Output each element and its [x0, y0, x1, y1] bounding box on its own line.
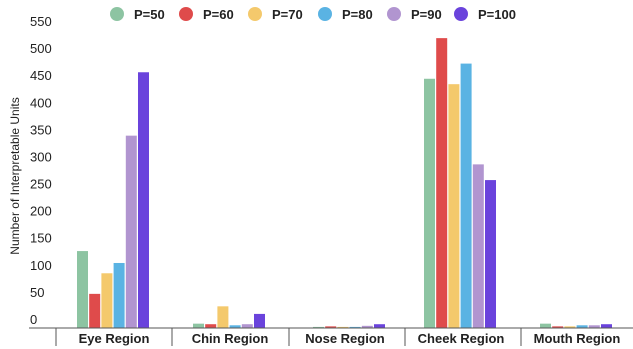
- legend-label-p-80: P=80: [342, 7, 373, 22]
- bar-nose-region-p-50: [313, 326, 324, 328]
- bar-mouth-region-p-60: [552, 326, 564, 328]
- legend-label-p-70: P=70: [272, 7, 303, 22]
- legend-label-p-90: P=90: [411, 7, 442, 22]
- y-axis-title: Number of Interpretable Units: [8, 97, 22, 254]
- y-tick-label-350: 350: [30, 122, 52, 137]
- category-separators: [55, 328, 522, 346]
- y-tick-label-250: 250: [30, 177, 52, 192]
- y-tick-label-400: 400: [30, 95, 52, 110]
- y-tick-label-200: 200: [30, 204, 52, 219]
- x-tick-label-mouth-region: Mouth Region: [534, 331, 621, 346]
- bars: [77, 38, 612, 329]
- y-tick-label-150: 150: [30, 231, 52, 246]
- y-tick-label-100: 100: [30, 258, 52, 273]
- legend-label-p-100: P=100: [478, 7, 516, 22]
- y-tick-label-550: 550: [30, 14, 52, 29]
- y-tick-label-300: 300: [30, 149, 52, 164]
- bar-nose-region-p-60: [325, 326, 337, 328]
- x-tick-label-cheek-region: Cheek Region: [418, 331, 505, 346]
- legend-label-p-50: P=50: [134, 7, 165, 22]
- y-tick-label-50: 50: [30, 285, 44, 300]
- bar-chin-region-p-90: [241, 324, 253, 328]
- legend-marker-p-80: [318, 7, 332, 21]
- y-tick-label-500: 500: [30, 41, 52, 56]
- legend-marker-p-100: [454, 7, 468, 21]
- bar-mouth-region-p-70: [564, 326, 576, 328]
- bar-cheek-region-p-90: [472, 164, 484, 328]
- bar-eye-region-p-60: [89, 293, 101, 328]
- legend-marker-p-50: [110, 7, 124, 21]
- x-tick-label-chin-region: Chin Region: [192, 331, 269, 346]
- bar-eye-region-p-80: [113, 262, 125, 328]
- legend-marker-p-60: [179, 7, 193, 21]
- legend-label-p-60: P=60: [203, 7, 234, 22]
- legend-marker-p-90: [387, 7, 401, 21]
- bar-cheek-region-p-80: [460, 63, 472, 329]
- bar-mouth-region-p-80: [576, 325, 588, 328]
- bar-cheek-region-p-50: [424, 78, 435, 328]
- bar-mouth-region-p-100: [601, 324, 612, 328]
- bar-eye-region-p-70: [101, 273, 113, 328]
- x-axis-labels: Eye Region Chin Region Nose Region Cheek Re…: [79, 331, 621, 346]
- bar-chin-region-p-50: [193, 323, 204, 328]
- x-tick-label-nose-region: Nose Region: [305, 331, 385, 346]
- y-axis-ticks: 0 50 100 150 200 250 300 350 400 450 500 550: [30, 14, 52, 327]
- bar-nose-region-p-80: [349, 326, 361, 328]
- bar-chin-region-p-80: [229, 325, 241, 328]
- bar-cheek-region-p-60: [436, 38, 448, 329]
- bar-cheek-region-p-70: [448, 84, 460, 328]
- bar-cheek-region-p-100: [485, 180, 496, 328]
- chart-legend: P=50 P=60 P=70 P=80 P=90 P=100: [110, 7, 516, 22]
- bar-chin-region-p-100: [254, 313, 265, 328]
- y-tick-label-450: 450: [30, 68, 52, 83]
- bar-eye-region-p-90: [125, 135, 137, 328]
- legend-marker-p-70: [248, 7, 262, 21]
- bar-nose-region-p-100: [374, 324, 385, 328]
- bar-mouth-region-p-90: [588, 325, 600, 328]
- bar-nose-region-p-70: [337, 326, 349, 328]
- bar-chin-region-p-70: [217, 306, 229, 328]
- bar-nose-region-p-90: [361, 325, 373, 328]
- bar-mouth-region-p-50: [540, 323, 551, 328]
- bar-chin-region-p-60: [205, 324, 217, 328]
- x-tick-label-eye-region: Eye Region: [79, 331, 150, 346]
- bar-eye-region-p-50: [77, 251, 88, 328]
- bar-eye-region-p-100: [138, 72, 149, 329]
- y-tick-label-0: 0: [30, 312, 37, 327]
